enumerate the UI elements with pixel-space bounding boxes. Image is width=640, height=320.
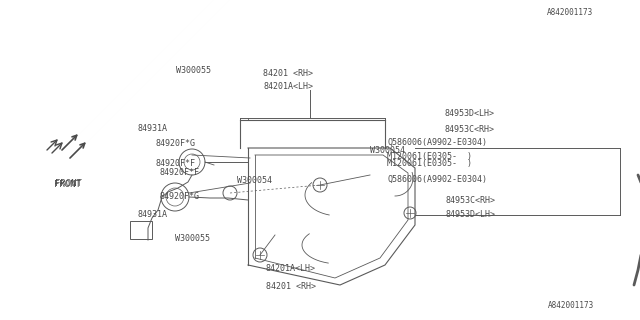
Text: W300054: W300054 — [370, 146, 405, 155]
Text: W300054: W300054 — [237, 176, 272, 185]
Text: 84201 <RH>: 84201 <RH> — [266, 282, 316, 291]
Text: 84953C<RH>: 84953C<RH> — [445, 125, 495, 134]
Text: 84920F*G: 84920F*G — [155, 139, 195, 148]
Text: 84920F*F: 84920F*F — [160, 168, 200, 177]
Text: 84953D<LH>: 84953D<LH> — [445, 109, 495, 118]
Text: M120061(E0305-  ): M120061(E0305- ) — [387, 151, 472, 161]
Text: FRONT: FRONT — [55, 179, 82, 188]
Text: W300055: W300055 — [175, 234, 210, 243]
Text: M120061(E0305-  ): M120061(E0305- ) — [387, 159, 472, 168]
Text: A842001173: A842001173 — [548, 300, 595, 309]
Text: 84201A<LH>: 84201A<LH> — [263, 82, 313, 91]
Text: 84931A: 84931A — [138, 210, 168, 219]
Text: Q586006(A9902-E0304): Q586006(A9902-E0304) — [387, 138, 487, 147]
Text: W300055: W300055 — [176, 66, 211, 75]
Text: 84920F*G: 84920F*G — [160, 192, 200, 201]
Text: 84931A: 84931A — [138, 124, 168, 132]
Text: 84201A<LH>: 84201A<LH> — [266, 264, 316, 273]
Text: FRONT: FRONT — [54, 180, 81, 188]
Text: Q586006(A9902-E0304): Q586006(A9902-E0304) — [387, 175, 487, 184]
Text: 84953D<LH>: 84953D<LH> — [445, 210, 495, 219]
Text: 84920F*F: 84920F*F — [155, 158, 195, 167]
Text: A842001173: A842001173 — [547, 8, 593, 17]
Text: 84201 <RH>: 84201 <RH> — [263, 68, 313, 77]
Text: 84953C<RH>: 84953C<RH> — [445, 196, 495, 204]
